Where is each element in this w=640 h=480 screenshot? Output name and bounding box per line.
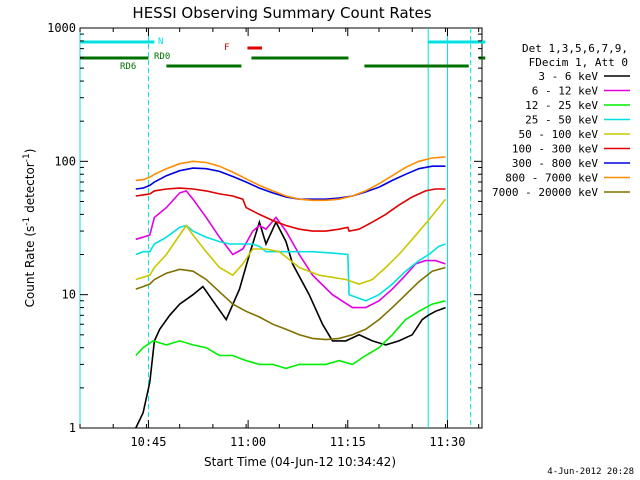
legend-header: Det 1,3,5,6,7,9, bbox=[522, 42, 628, 55]
x-tick-label: 10:45 bbox=[130, 435, 166, 449]
legend-header: FDecim 1, Att 0 bbox=[529, 56, 628, 69]
flag-label-f: F bbox=[224, 43, 229, 53]
legend-label: 12 - 25 keV bbox=[525, 99, 598, 112]
x-axis-label: Start Time (04-Jun-12 10:34:42) bbox=[204, 455, 396, 469]
series-line-4 bbox=[135, 198, 447, 285]
legend-label: 3 - 6 keV bbox=[538, 70, 598, 83]
x-tick-label: 11:15 bbox=[330, 435, 366, 449]
y-axis-label: Count Rate (s-1 detector-1) bbox=[22, 149, 37, 308]
y-tick-label: 1 bbox=[69, 421, 76, 435]
series-line-3 bbox=[135, 224, 446, 302]
y-label-main: Count Rate (s bbox=[23, 226, 37, 308]
x-tick-label: 11:00 bbox=[230, 435, 266, 449]
y-label-end: ) bbox=[23, 149, 37, 154]
series-line-8 bbox=[135, 266, 446, 341]
flag-label-rd6: RD6 bbox=[120, 62, 136, 72]
legend: Det 1,3,5,6,7,9,FDecim 1, Att 03 - 6 keV… bbox=[492, 42, 630, 199]
series-line-2 bbox=[135, 300, 446, 370]
y-tick-label: 10 bbox=[62, 288, 76, 302]
y-tick-label: 100 bbox=[54, 154, 76, 168]
x-tick-label: 11:30 bbox=[429, 435, 465, 449]
series-line-0 bbox=[135, 219, 446, 429]
y-label-exp-1: -1 bbox=[22, 217, 32, 226]
series-line-1 bbox=[135, 189, 446, 309]
legend-label: 25 - 50 keV bbox=[525, 114, 598, 127]
legend-label: 100 - 300 keV bbox=[512, 143, 598, 156]
legend-label: 300 - 800 keV bbox=[512, 157, 598, 170]
y-label-exp-2: -1 bbox=[22, 153, 32, 162]
flag-label-n: N bbox=[158, 37, 163, 47]
series-line-7 bbox=[135, 156, 446, 202]
chart-title: HESSI Observing Summary Count Rates bbox=[132, 4, 431, 22]
axis-ticks: 1 10 100 1000 10:45 11:00 11:15 11:30 bbox=[47, 21, 482, 449]
y-label-mid: detector bbox=[23, 162, 37, 217]
series-line-5 bbox=[135, 187, 446, 233]
timestamp: 4-Jun-2012 20:28 bbox=[547, 467, 634, 477]
legend-label: 800 - 7000 keV bbox=[505, 172, 598, 185]
chart-marks: N RD0 RD6 F bbox=[79, 28, 486, 429]
series-line-6 bbox=[135, 165, 446, 200]
flag-label-rd0: RD0 bbox=[154, 52, 170, 62]
legend-label: 7000 - 20000 keV bbox=[492, 186, 598, 199]
legend-label: 6 - 12 keV bbox=[532, 85, 599, 98]
y-tick-label: 1000 bbox=[47, 21, 76, 35]
legend-label: 50 - 100 keV bbox=[519, 128, 599, 141]
